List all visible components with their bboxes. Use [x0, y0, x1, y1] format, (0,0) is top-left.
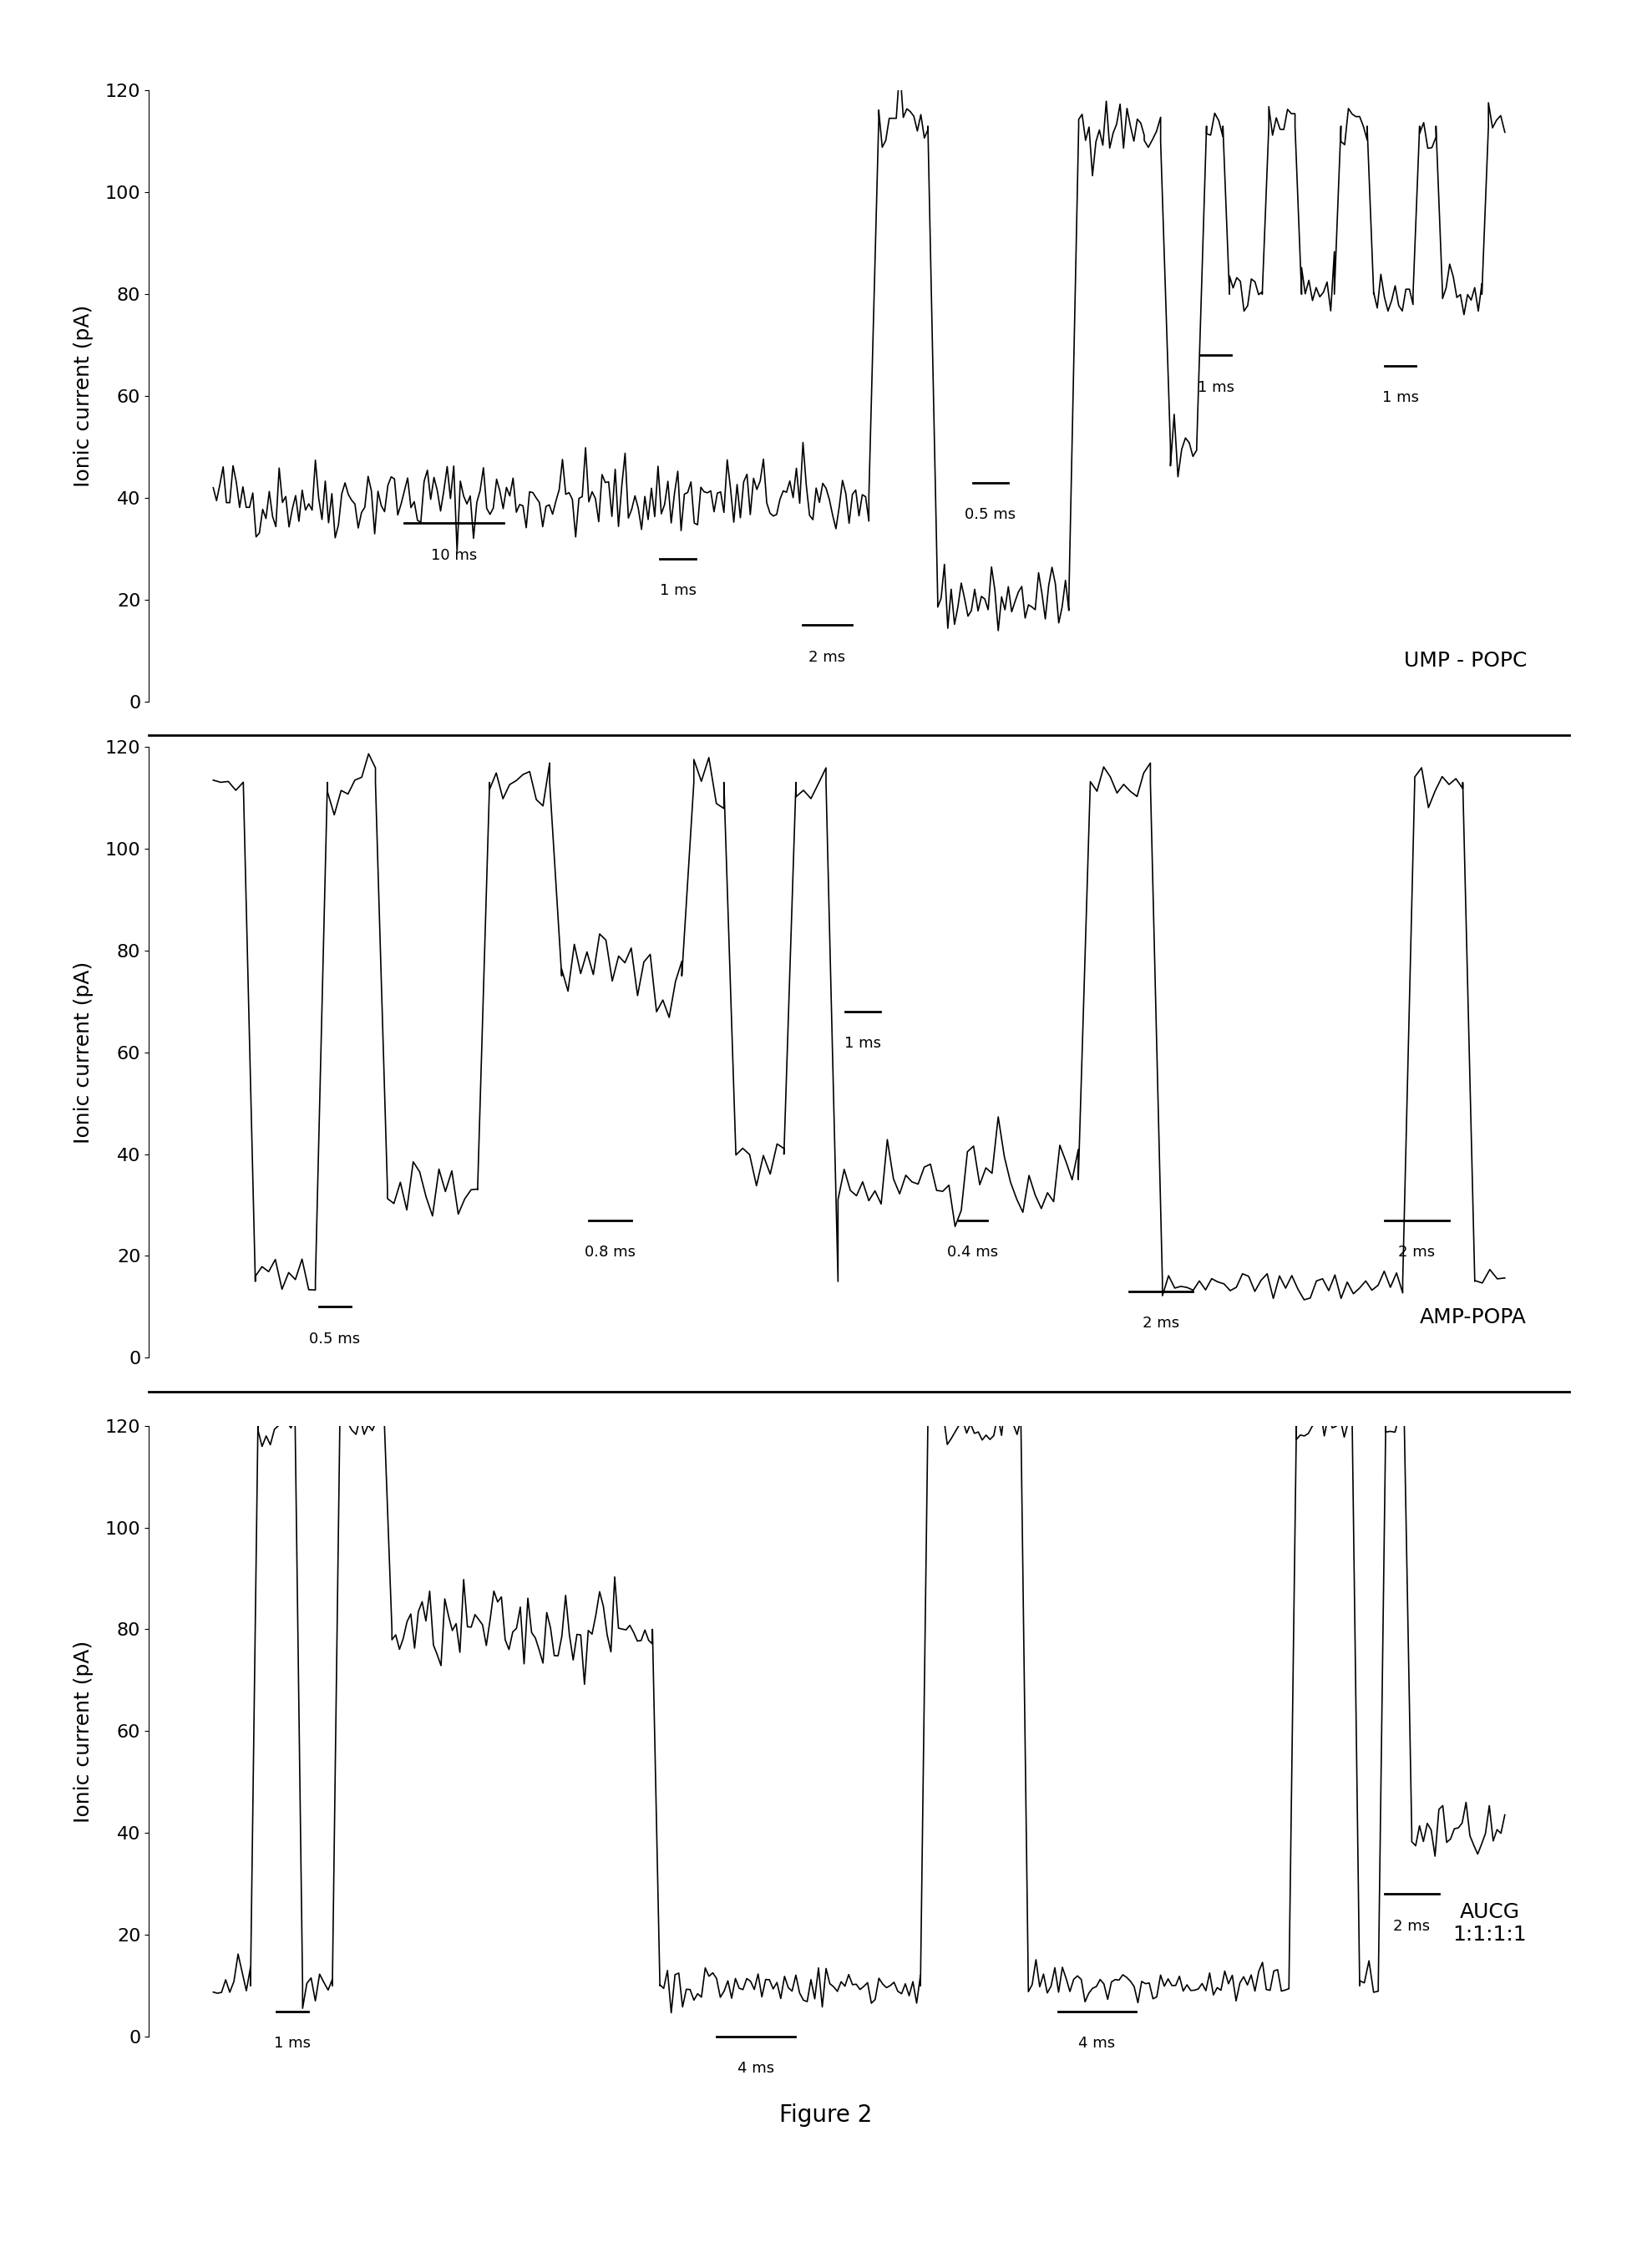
- Text: 1 ms: 1 ms: [1383, 389, 1419, 405]
- Text: 2 ms: 2 ms: [1393, 1919, 1431, 1933]
- Y-axis label: Ionic current (pA): Ionic current (pA): [73, 1641, 94, 1822]
- Text: 1 ms: 1 ms: [844, 1036, 881, 1050]
- Text: 2 ms: 2 ms: [808, 649, 846, 665]
- Text: 1 ms: 1 ms: [659, 584, 695, 597]
- Text: AMP-POPA: AMP-POPA: [1421, 1308, 1526, 1326]
- Text: 1 ms: 1 ms: [274, 2037, 311, 2050]
- Text: 0.4 ms: 0.4 ms: [947, 1245, 998, 1260]
- Y-axis label: Ionic current (pA): Ionic current (pA): [73, 306, 94, 487]
- Text: 0.8 ms: 0.8 ms: [585, 1245, 636, 1260]
- Text: 2 ms: 2 ms: [1143, 1317, 1180, 1331]
- Y-axis label: Ionic current (pA): Ionic current (pA): [73, 962, 94, 1143]
- Text: 4 ms: 4 ms: [737, 2062, 775, 2075]
- Text: 0.5 ms: 0.5 ms: [965, 507, 1016, 523]
- Text: UMP - POPC: UMP - POPC: [1404, 652, 1526, 672]
- Text: 4 ms: 4 ms: [1079, 2037, 1115, 2050]
- Text: Figure 2: Figure 2: [780, 2105, 872, 2127]
- Text: 10 ms: 10 ms: [431, 548, 477, 563]
- Text: AUCG
1:1:1:1: AUCG 1:1:1:1: [1452, 1901, 1526, 1944]
- Text: 2 ms: 2 ms: [1398, 1245, 1436, 1260]
- Text: 0.5 ms: 0.5 ms: [309, 1331, 360, 1346]
- Text: 1 ms: 1 ms: [1198, 380, 1234, 394]
